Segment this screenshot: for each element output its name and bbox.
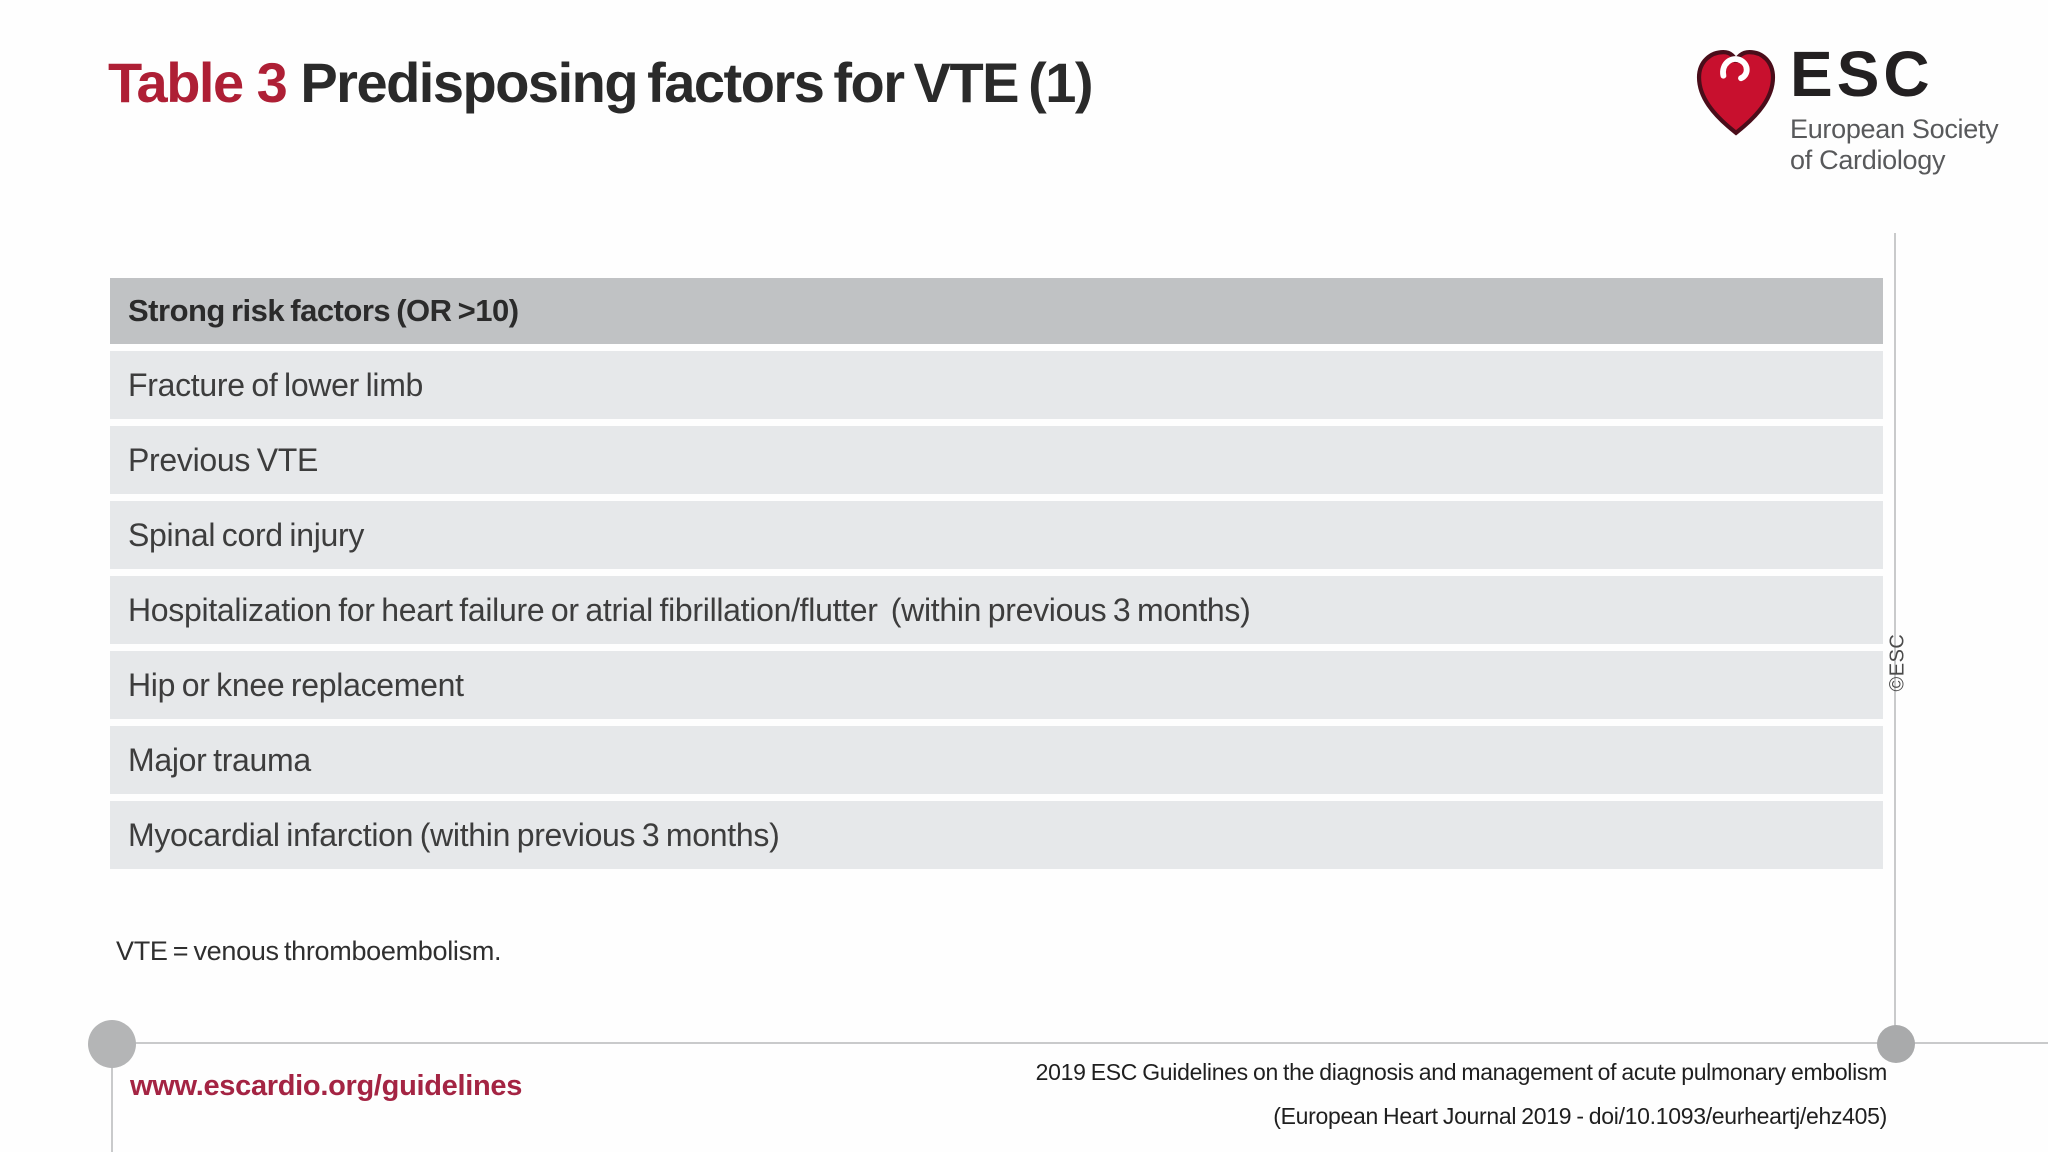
risk-factors-table: Strong risk factors (OR >10) Fracture of… xyxy=(110,278,1883,869)
esc-logo-text: ESC xyxy=(1790,38,1934,110)
footer-divider-line xyxy=(112,1042,2048,1044)
esc-logo-org-line2: of Cardiology xyxy=(1790,145,1946,176)
esc-logo-text-block: ESC European Society of Cardiology xyxy=(1790,38,1999,176)
title-table-number: Table 3 xyxy=(108,51,288,114)
table-row: Major trauma xyxy=(110,726,1883,794)
citation: 2019 ESC Guidelines on the diagnosis and… xyxy=(1035,1050,1888,1138)
footer-left-dot xyxy=(88,1020,136,1068)
footnote: VTE = venous thromboembolism. xyxy=(116,936,502,966)
right-divider-line xyxy=(1894,233,1896,1043)
guidelines-link[interactable]: www.escardio.org/guidelines xyxy=(130,1070,523,1102)
footer-right-dot xyxy=(1877,1025,1915,1063)
table-row: Myocardial infarction (within previous 3… xyxy=(110,801,1883,869)
esc-logo: ESC European Society of Cardiology xyxy=(1694,38,1999,176)
citation-line-2: (European Heart Journal 2019 - doi/10.10… xyxy=(1273,1103,1887,1129)
table-row: Hospitalization for heart failure or atr… xyxy=(110,576,1883,644)
footer-left-line xyxy=(111,1046,113,1152)
citation-line-1: 2019 ESC Guidelines on the diagnosis and… xyxy=(1035,1059,1888,1085)
table-row: Spinal cord injury xyxy=(110,501,1883,569)
esc-logo-org-line1: European Society xyxy=(1790,114,1999,144)
esc-logo-org: European Society of Cardiology xyxy=(1790,114,1999,176)
table-row: Previous VTE xyxy=(110,426,1883,494)
title-text: Predisposing factors for VTE (1) xyxy=(300,51,1093,114)
esc-copyright-watermark: ©ESC xyxy=(1886,633,1909,692)
page-title: Table 3 Predisposing factors for VTE (1) xyxy=(108,50,1094,115)
table-row: Fracture of lower limb xyxy=(110,351,1883,419)
table-header-row: Strong risk factors (OR >10) xyxy=(110,278,1883,344)
esc-heart-icon xyxy=(1696,50,1776,136)
table-row: Hip or knee replacement xyxy=(110,651,1883,719)
